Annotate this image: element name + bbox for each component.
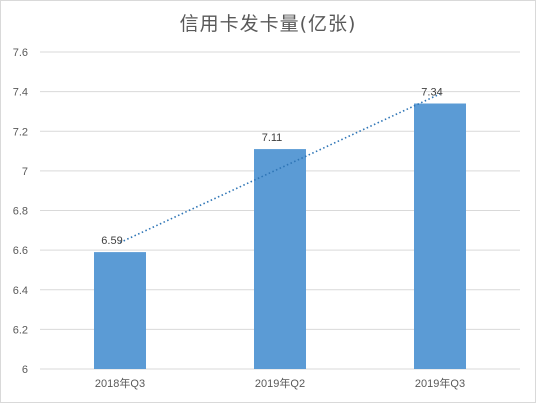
y-tick-label: 6.6 [13,245,28,257]
y-tick-label: 6.2 [13,324,28,336]
x-tick-label: 2019年Q3 [415,376,465,390]
x-axis-ticks: 2018年Q3 2019年Q2 2019年Q3 [95,376,465,390]
bar [94,252,146,369]
x-tick-label: 2019年Q2 [255,376,305,390]
y-tick-label: 7.6 [13,47,28,59]
y-axis-ticks: 6 6.2 6.4 6.6 6.8 7 7.2 7.4 7.6 [13,47,28,376]
y-tick-label: 7.4 [13,87,28,99]
y-tick-label: 6.8 [13,206,28,218]
chart-title: 信用卡发卡量(亿张) [179,13,357,35]
y-tick-label: 7 [22,166,28,178]
y-tick-label: 7.2 [13,126,28,138]
y-tick-label: 6 [22,364,28,376]
data-labels: 6.59 7.11 7.34 [101,87,442,248]
x-tick-label: 2018年Q3 [95,376,145,390]
trendline [119,93,441,244]
y-tick-label: 6.4 [13,285,28,297]
bar [414,103,466,369]
data-label: 6.59 [101,235,122,247]
data-label: 7.11 [262,132,283,144]
data-label: 7.34 [421,87,442,99]
bar [254,149,306,369]
bars [94,103,466,369]
trendline-layer [119,93,441,244]
